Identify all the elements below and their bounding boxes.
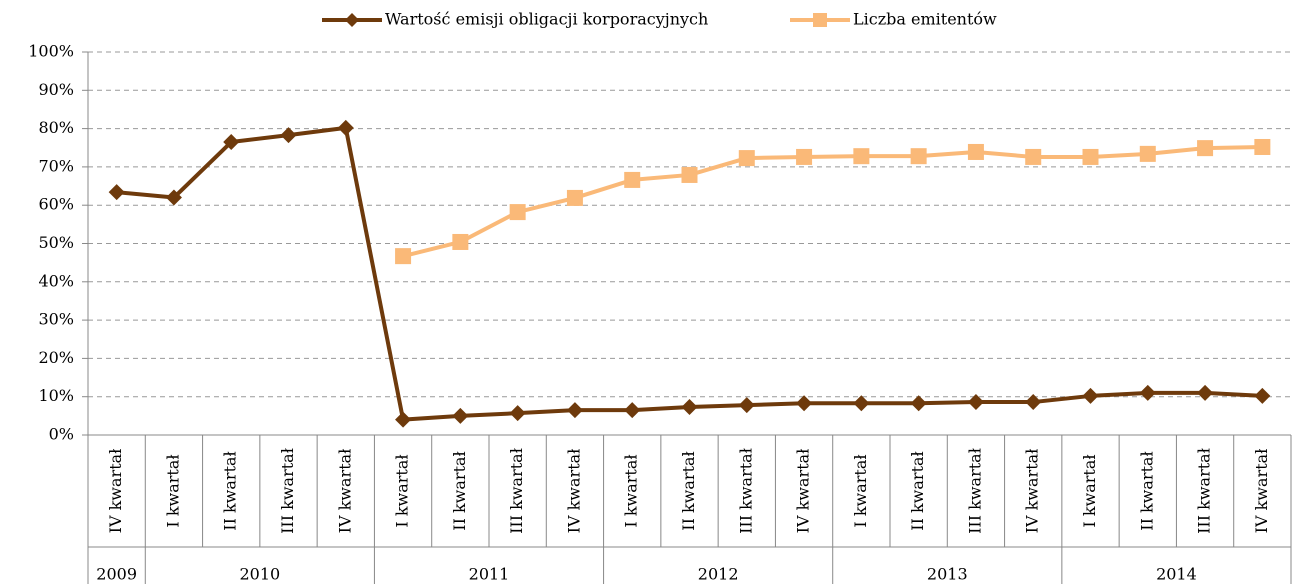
marker [738, 150, 755, 167]
x-tick-label: II kwartał [679, 451, 698, 530]
x-tick-label: I kwartał [1080, 454, 1099, 527]
x-tick-label: IV kwartał [1023, 449, 1042, 534]
marker [165, 189, 182, 206]
x-tick-label: IV kwartał [335, 449, 354, 534]
legend-marker [345, 13, 359, 27]
y-tick-label: 90% [38, 80, 74, 99]
marker [910, 148, 927, 165]
marker [566, 402, 583, 419]
x-tick-label: IV kwartał [1252, 449, 1271, 534]
year-label: 2010 [239, 565, 280, 584]
marker [853, 148, 870, 165]
marker [509, 204, 526, 221]
x-tick-label: IV kwartał [794, 449, 813, 534]
marker [1082, 387, 1099, 404]
marker [796, 395, 813, 412]
marker [1254, 387, 1271, 404]
x-tick-label: III kwartał [507, 448, 526, 534]
x-tick-label: I kwartał [622, 454, 641, 527]
legend-label: Wartość emisji obligacji korporacyjnych [385, 10, 708, 29]
marker [280, 127, 297, 144]
marker [853, 395, 870, 412]
y-tick-label: 60% [38, 195, 74, 214]
marker [566, 189, 583, 206]
marker [337, 119, 354, 136]
marker [395, 411, 412, 428]
x-tick-label: I kwartał [851, 454, 870, 527]
marker [108, 184, 125, 201]
marker [452, 407, 469, 424]
x-tick-label: III kwartał [1195, 448, 1214, 534]
y-tick-label: 30% [38, 310, 74, 329]
year-label: 2012 [698, 565, 739, 584]
marker [1025, 148, 1042, 165]
y-tick-label: 100% [28, 42, 74, 61]
y-tick-label: 20% [38, 348, 74, 367]
year-label: 2009 [96, 565, 137, 584]
y-tick-label: 70% [38, 156, 74, 175]
x-tick-label: II kwartał [1137, 451, 1156, 530]
marker [509, 405, 526, 422]
marker [452, 233, 469, 250]
y-tick-label: 80% [38, 118, 74, 137]
x-tick-label: II kwartał [221, 451, 240, 530]
marker [624, 171, 641, 188]
x-tick-label: II kwartał [450, 451, 469, 530]
marker [796, 148, 813, 165]
x-tick-label: IV kwartał [564, 449, 583, 534]
marker [1139, 384, 1156, 401]
marker [967, 394, 984, 411]
y-tick-label: 0% [49, 425, 74, 444]
marker [1254, 138, 1271, 155]
y-tick-label: 50% [38, 233, 74, 252]
x-tick-label: III kwartał [965, 448, 984, 534]
x-tick-label: IV kwartał [106, 449, 125, 534]
marker [681, 166, 698, 183]
marker [223, 134, 240, 151]
marker [1197, 140, 1214, 157]
marker [395, 248, 412, 265]
marker [738, 397, 755, 414]
x-tick-label: II kwartał [908, 451, 927, 530]
marker [681, 399, 698, 416]
marker [1025, 394, 1042, 411]
marker [967, 143, 984, 160]
marker [910, 395, 927, 412]
x-tick-label: III kwartał [278, 448, 297, 534]
year-label: 2014 [1156, 565, 1197, 584]
marker [1082, 148, 1099, 165]
x-tick-label: III kwartał [736, 448, 755, 534]
legend-label: Liczba emitentów [853, 10, 997, 29]
x-tick-label: I kwartał [393, 454, 412, 527]
legend-marker [813, 13, 827, 27]
marker [624, 402, 641, 419]
x-tick-label: I kwartał [163, 454, 182, 527]
year-label: 2013 [927, 565, 968, 584]
marker [1139, 145, 1156, 162]
y-tick-label: 40% [38, 271, 74, 290]
marker [1197, 384, 1214, 401]
y-tick-label: 10% [38, 386, 74, 405]
year-label: 2011 [469, 565, 510, 584]
series-line [402, 144, 1263, 259]
